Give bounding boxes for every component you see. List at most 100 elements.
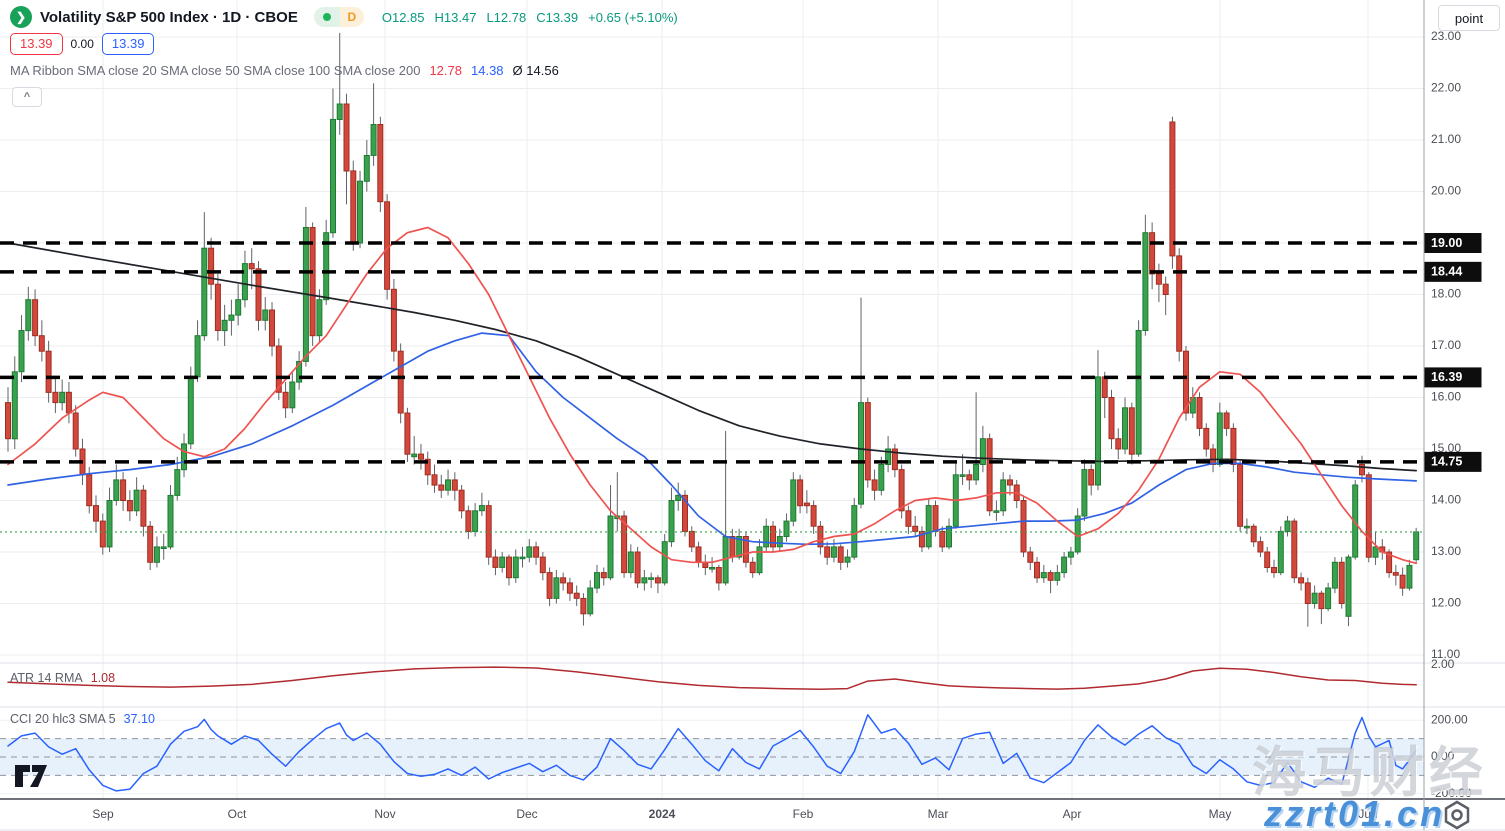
candle-body: [844, 556, 851, 563]
candle-body: [1149, 232, 1156, 275]
candle-body: [248, 263, 255, 270]
candle-body: [1169, 121, 1176, 257]
time-tick-label: May: [1209, 807, 1232, 821]
candle-body: [1399, 574, 1406, 589]
price-tick-label: 23.00: [1431, 29, 1461, 43]
candle-body: [235, 299, 242, 316]
candle-body: [377, 124, 384, 203]
candle-body: [830, 546, 837, 558]
ohlc-close: C13.39: [536, 9, 579, 25]
candle-body: [1183, 350, 1189, 414]
candle-body: [5, 402, 11, 440]
candle-body: [824, 546, 831, 558]
candle-body: [946, 525, 952, 548]
candle-body: [384, 201, 391, 290]
price-tick-label: 20.00: [1431, 184, 1461, 198]
candle-body: [296, 361, 303, 383]
candle-body: [553, 577, 560, 599]
ma-ribbon-label: MA Ribbon SMA close 20 SMA close 50 SMA …: [10, 63, 421, 78]
symbol-title[interactable]: Volatility S&P 500 Index · 1D · CBOE: [40, 8, 298, 26]
candle-body: [160, 546, 167, 550]
candle-body: [1054, 572, 1061, 581]
candle-body: [269, 309, 275, 347]
candle-body: [492, 556, 499, 568]
candle-body: [654, 577, 661, 584]
candle-body: [140, 489, 147, 527]
candle-body: [837, 546, 844, 563]
sell-button[interactable]: 13.39: [10, 32, 63, 55]
ohlc-high: H13.47: [434, 9, 477, 25]
candle-body: [803, 502, 810, 507]
candle-body: [113, 479, 120, 501]
candle-body: [343, 103, 350, 172]
quote-buttons: 13.39 0.00 13.39: [10, 32, 155, 55]
candle-body: [133, 489, 140, 512]
atr-tick-label: 2.00: [1431, 657, 1455, 671]
price-unit-button[interactable]: point: [1438, 5, 1500, 31]
candle-body: [1331, 561, 1338, 589]
interval-badge: D: [339, 7, 364, 27]
candle-body: [38, 335, 45, 352]
candle-body: [891, 448, 898, 471]
market-status-pill[interactable]: D: [313, 7, 364, 27]
collapse-legend-button[interactable]: ^: [12, 87, 42, 107]
cci-legend[interactable]: CCI 20 hlc3 SMA 5 37.10: [10, 712, 155, 726]
candle-body: [323, 232, 330, 301]
tradingview-logo-icon[interactable]: [13, 762, 49, 795]
watermark-site: zzrt01.cn: [1264, 793, 1446, 831]
candle-body: [986, 438, 993, 512]
candle-body: [52, 391, 59, 404]
candle-body: [1223, 412, 1230, 429]
candle-body: [1413, 531, 1420, 561]
ma-ribbon-legend[interactable]: MA Ribbon SMA close 20 SMA close 50 SMA …: [10, 63, 559, 78]
candle-body: [546, 572, 553, 599]
symbol-logo-icon[interactable]: ❯: [10, 6, 32, 28]
candle-body: [357, 180, 363, 244]
candle-body: [262, 309, 269, 321]
candle-body: [1257, 541, 1264, 553]
candle-body: [214, 283, 221, 332]
market-status-dot-icon: [313, 7, 340, 27]
candle-body: [817, 525, 824, 548]
ohlc-change: +0.65 (+5.10%): [588, 9, 678, 25]
candle-body: [1067, 551, 1074, 558]
candle-body: [898, 469, 905, 512]
candle-body: [627, 551, 634, 574]
candle-body: [648, 577, 655, 580]
candle-body: [1372, 546, 1379, 558]
candle-body: [255, 268, 262, 321]
sma100-line: [7, 332, 1418, 546]
candle-body: [397, 350, 404, 414]
candle-body: [431, 474, 438, 486]
cci-line: [7, 714, 1417, 792]
candle-body: [736, 536, 743, 558]
candle-body: [661, 541, 668, 584]
candle-body: [878, 464, 885, 491]
candle-body: [1291, 520, 1298, 579]
candle-body: [776, 536, 783, 548]
candle-body: [1338, 561, 1345, 604]
candle-body: [1162, 283, 1169, 296]
candle-body: [1061, 556, 1068, 574]
candle-body: [749, 561, 756, 574]
cci-tick-label: 0.00: [1431, 749, 1455, 763]
buy-button[interactable]: 13.39: [101, 32, 155, 55]
candle-body: [411, 453, 418, 458]
candle-body: [282, 391, 289, 409]
candle-body: [864, 402, 871, 481]
candle-body: [594, 572, 600, 589]
time-tick-label: 2024: [649, 807, 676, 821]
atr-legend[interactable]: ATR 14 RMA 1.08: [10, 671, 115, 685]
price-tick-label: 21.00: [1431, 132, 1461, 146]
candle-body: [770, 525, 776, 548]
candle-body: [858, 402, 864, 505]
candle-body: [526, 546, 533, 558]
candle-body: [1230, 427, 1237, 465]
gear-icon: [1441, 800, 1473, 831]
candle-body: [106, 500, 113, 548]
level-badge-label: 18.44: [1431, 265, 1462, 279]
spread-value: 0.00: [70, 36, 94, 51]
candle-body: [1155, 273, 1162, 285]
